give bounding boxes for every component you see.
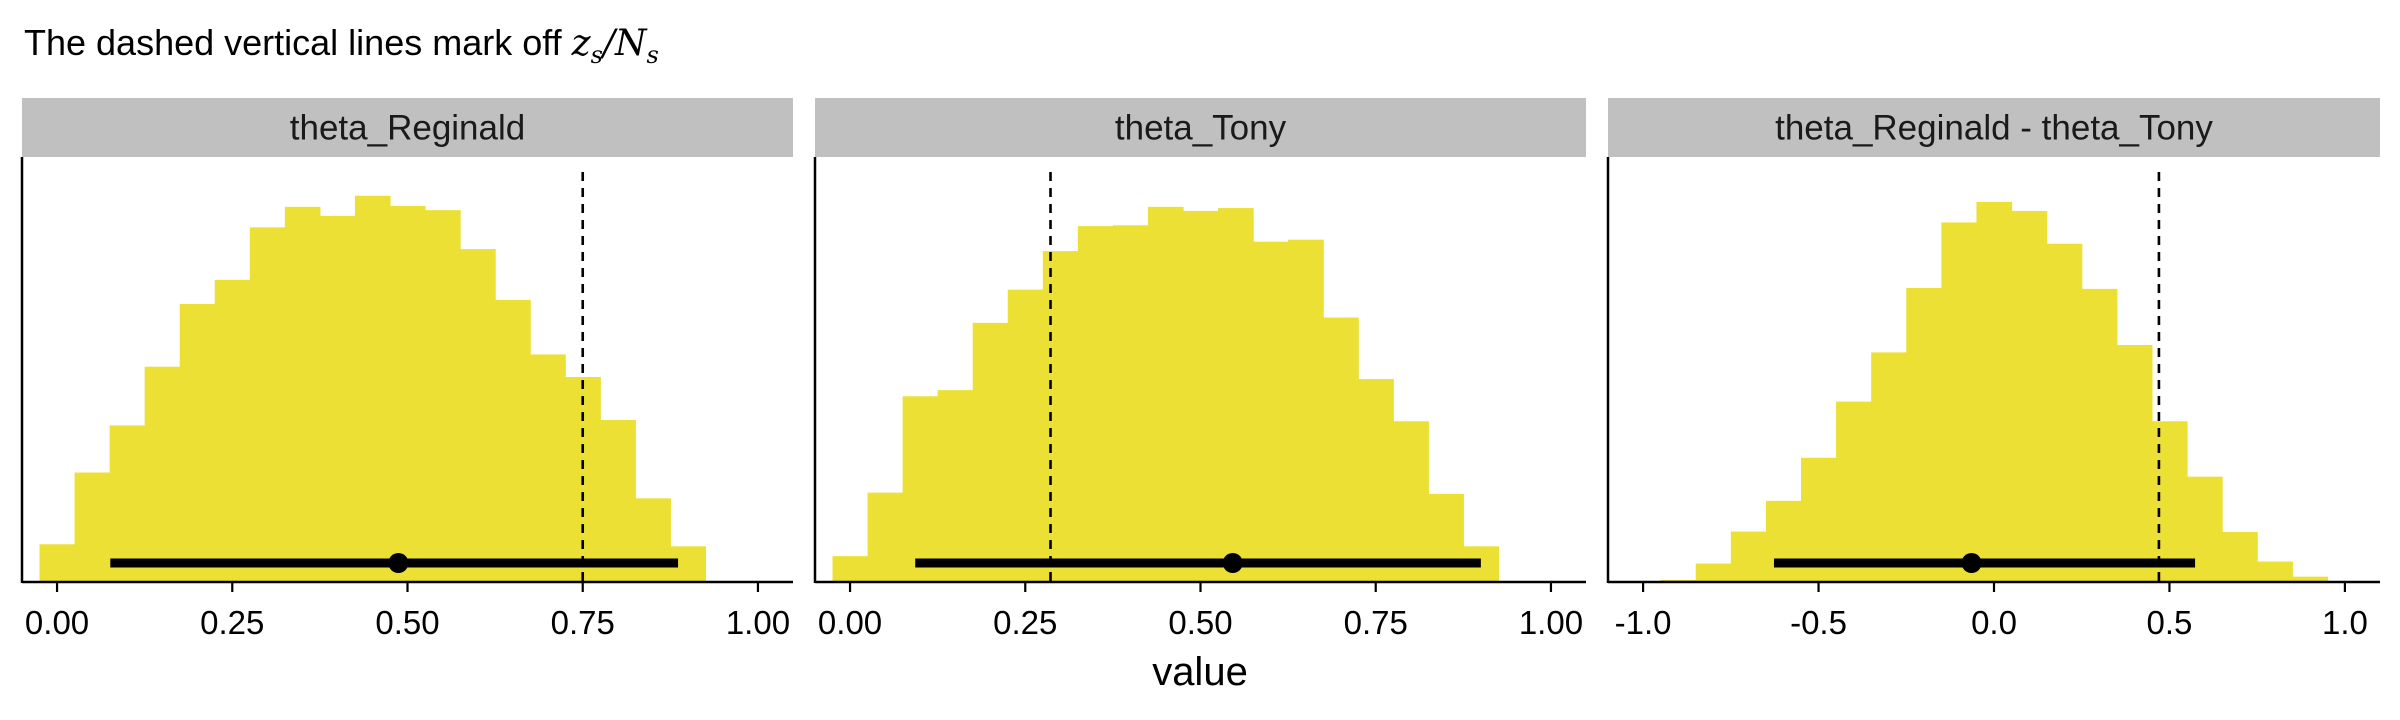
histogram-bar xyxy=(389,206,426,582)
histogram-bar xyxy=(1253,241,1289,582)
histogram-bar xyxy=(2116,345,2153,582)
title-z-subscript: s xyxy=(590,41,603,70)
histogram-bar xyxy=(1976,201,2013,582)
histogram-bar xyxy=(2257,561,2293,582)
title-n: N xyxy=(615,23,647,64)
histogram-bar xyxy=(1182,210,1219,582)
facet-strip-label: theta_Tony xyxy=(1115,109,1287,148)
x-tick-label: 0.00 xyxy=(818,604,882,641)
point-estimate xyxy=(388,553,409,573)
histogram-bar xyxy=(249,227,286,582)
x-tick-label: 0.00 xyxy=(25,604,89,641)
x-tick-label: -1.0 xyxy=(1615,604,1672,641)
x-tick-label: 0.0 xyxy=(1971,604,2017,641)
x-tick-label: 0.25 xyxy=(993,604,1057,641)
x-tick-label: 0.75 xyxy=(1344,604,1408,641)
histogram-bar xyxy=(1288,239,1324,582)
histogram-bar xyxy=(1765,500,1802,582)
histogram-bar xyxy=(600,420,636,582)
histogram-bar xyxy=(1077,226,1114,582)
histogram-bar xyxy=(425,210,461,582)
histogram-bar xyxy=(1730,531,1767,582)
x-tick-label: 1.0 xyxy=(2322,604,2368,641)
histogram-bar xyxy=(1695,563,1732,582)
x-tick-label: 0.75 xyxy=(551,604,615,641)
histogram-bar xyxy=(319,215,356,582)
facet-strip xyxy=(1608,98,2380,157)
histogram-bar xyxy=(1007,289,1044,582)
histogram-bar xyxy=(530,354,566,582)
x-tick-label: 0.50 xyxy=(1168,604,1232,641)
histogram-bar xyxy=(1428,493,1464,582)
histogram-bar xyxy=(1042,251,1079,582)
chart-title: The dashed vertical lines mark off zs/Ns xyxy=(24,22,659,69)
histogram-bar xyxy=(74,472,111,582)
point-estimate xyxy=(1222,553,1243,573)
histogram-bar xyxy=(2222,531,2258,582)
histogram-bar xyxy=(972,322,1009,582)
panel-3: theta_Reginald - theta_Tony -1.0 -0.5 0.0 0.… xyxy=(1606,98,2380,641)
title-n-subscript: s xyxy=(646,41,659,70)
point-estimate xyxy=(1961,553,1982,573)
title-prefix: The dashed vertical lines mark off xyxy=(24,22,572,63)
histogram-bar xyxy=(144,366,181,582)
x-tick-label: 0.50 xyxy=(375,604,439,641)
title-slash: / xyxy=(602,23,616,64)
x-tick-label: 1.00 xyxy=(1519,604,1583,641)
histogram-bar xyxy=(867,492,904,582)
x-tick-label: 0.5 xyxy=(2147,604,2193,641)
histogram-bar xyxy=(1871,352,1907,582)
title-z: z xyxy=(571,23,591,64)
panel-2: theta_Tony 0.00 0.25 0.50 0.75 1.00 xyxy=(813,98,1586,641)
histogram-bar xyxy=(39,544,76,582)
histogram-bar xyxy=(832,556,869,582)
facet-strip xyxy=(815,98,1586,157)
histogram-bar xyxy=(460,249,496,582)
x-tick-label: 1.00 xyxy=(726,604,790,641)
histogram-bar xyxy=(214,279,251,582)
histogram-bar xyxy=(284,206,321,582)
histogram-bar xyxy=(179,304,216,582)
x-tick-label: 0.25 xyxy=(200,604,264,641)
facet-strip xyxy=(22,98,793,157)
panel-1: theta_Reginald 0.00 0.25 0.50 0.75 1.00 xyxy=(20,98,793,641)
histogram-bar xyxy=(1836,401,1872,582)
histogram-bar xyxy=(2292,576,2328,582)
histogram-bar xyxy=(1323,317,1359,582)
histogram-bar xyxy=(2081,288,2118,582)
histogram-bar xyxy=(1358,379,1394,582)
histogram-bar xyxy=(2046,243,2083,582)
histogram-bar xyxy=(2011,210,2048,582)
histogram-bar xyxy=(495,299,531,582)
histogram-bar xyxy=(1218,208,1254,582)
histogram-bar xyxy=(635,498,671,582)
histogram-bar xyxy=(937,390,974,582)
x-axis-title: value xyxy=(1152,650,1248,694)
histogram-bar xyxy=(902,396,939,582)
histogram-bar xyxy=(1112,225,1149,583)
histogram-bar xyxy=(109,425,146,582)
histogram-bar xyxy=(1906,288,1942,582)
histogram-bar xyxy=(354,195,391,582)
histogram-bar xyxy=(2151,421,2188,582)
histogram-bar xyxy=(1147,206,1184,582)
histogram-bar xyxy=(1941,222,1978,582)
x-tick-label: -0.5 xyxy=(1790,604,1847,641)
facet-strip-label: theta_Reginald xyxy=(290,109,525,148)
histogram-bar xyxy=(1393,421,1429,582)
facet-strip-label: theta_Reginald - theta_Tony xyxy=(1775,109,2213,148)
